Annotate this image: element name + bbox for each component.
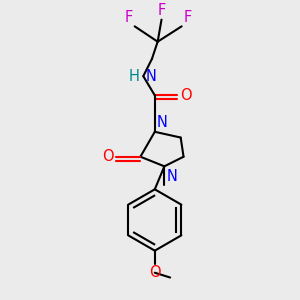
Text: H: H [129,69,140,84]
Text: F: F [124,11,133,26]
Text: O: O [180,88,191,103]
Text: F: F [184,11,192,26]
Text: N: N [166,169,177,184]
Text: N: N [157,115,168,130]
Text: O: O [149,265,160,280]
Text: F: F [158,3,166,18]
Text: O: O [102,149,114,164]
Text: N: N [145,69,156,84]
